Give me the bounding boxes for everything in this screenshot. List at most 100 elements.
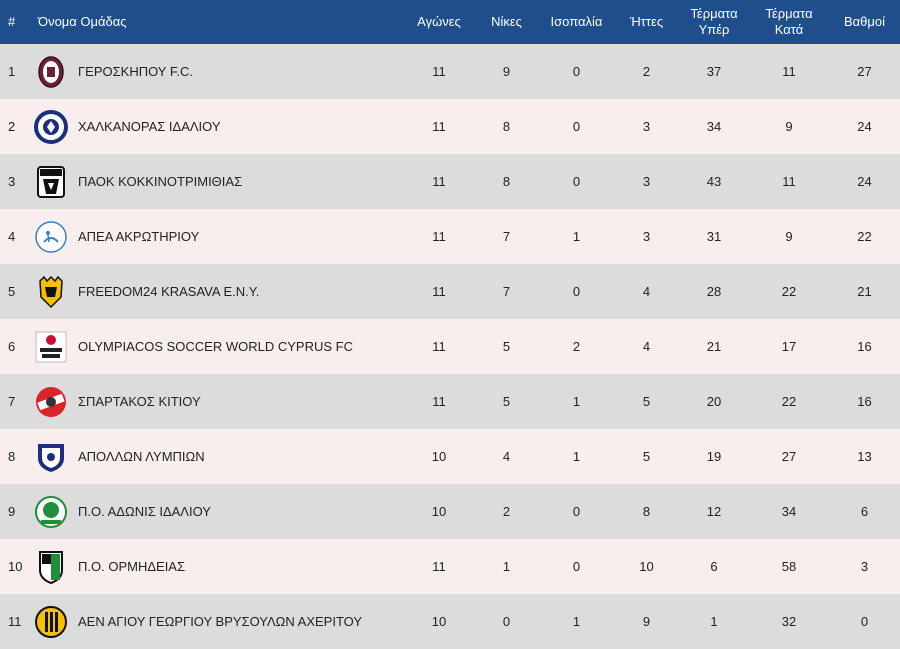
row-points: 6: [860, 504, 869, 519]
team-name-link[interactable]: FREEDOM24 KRASAVA E.N.Y.: [78, 284, 260, 299]
header-goals-against[interactable]: Τέρματα Κατά: [749, 0, 829, 44]
header-team-name[interactable]: Όνομα Ομάδας: [38, 14, 127, 29]
row-wins: 8: [502, 174, 511, 189]
apea-flamingo-crest-icon: [34, 220, 68, 254]
team-name-link[interactable]: ΓΕΡΟΣΚΗΠΟΥ F.C.: [78, 64, 193, 79]
row-points: 0: [860, 614, 869, 629]
team-name-link[interactable]: ΠΑΟΚ ΚΟΚΚΙΝΟΤΡΙΜΙΘΙΑΣ: [78, 174, 243, 189]
row-team: OLYMPIACOS SOCCER WORLD CYPRUS FC: [30, 319, 404, 374]
row-goals-for: 6: [710, 559, 718, 574]
row-goals-against: 17: [781, 339, 797, 354]
row-goals-for: 12: [706, 504, 722, 519]
team-name-link[interactable]: ΣΠΑΡΤΑΚΟΣ ΚΙΤΙΟΥ: [78, 394, 201, 409]
team-name-link[interactable]: ΑΕΝ ΑΓΙΟΥ ΓΕΩΡΓΙΟΥ ΒΡΥΣΟΥΛΩΝ ΑΧΕΡΙΤΟΥ: [78, 614, 363, 629]
row-position: 7: [8, 394, 16, 409]
row-goals-for: 20: [706, 394, 722, 409]
row-points: 16: [857, 339, 872, 354]
row-losses: 5: [642, 449, 651, 464]
row-draws: 0: [572, 174, 581, 189]
row-losses: 3: [642, 119, 651, 134]
row-losses: 9: [642, 614, 651, 629]
row-points: 16: [857, 394, 872, 409]
row-played: 11: [432, 119, 446, 134]
header-draws[interactable]: Ισοπαλία: [550, 14, 603, 29]
table-row: 6 OLYMPIACOS SOCCER WORLD CYPRUS FC 11 5…: [0, 319, 900, 374]
row-position: 11: [8, 614, 22, 629]
row-team: ΠΑΟΚ ΚΟΚΚΙΝΟΤΡΙΜΙΘΙΑΣ: [30, 154, 404, 209]
table-row: 1 ΓΕΡΟΣΚΗΠΟΥ F.C. 11 9 0 2 37 11 27: [0, 44, 900, 99]
team-name-link[interactable]: OLYMPIACOS SOCCER WORLD CYPRUS FC: [78, 339, 353, 354]
header-wins[interactable]: Νίκες: [491, 14, 522, 29]
team-name-link[interactable]: Π.Ο. ΑΔΩΝΙΣ ΙΔΑΛΙΟΥ: [78, 504, 211, 519]
row-team: FREEDOM24 KRASAVA E.N.Y.: [30, 264, 404, 319]
row-goals-against: 11: [782, 64, 796, 79]
team-cell: ΑΠΕΑ ΑΚΡΩΤΗΡΙΟΥ: [30, 220, 404, 254]
row-played: 11: [432, 394, 446, 409]
row-draws: 2: [572, 339, 581, 354]
table-row: 7 ΣΠΑΡΤΑΚΟΣ ΚΙΤΙΟΥ 11 5 1 5 20 22 16: [0, 374, 900, 429]
team-name-link[interactable]: ΑΠΟΛΛΩΝ ΛΥΜΠΙΩΝ: [78, 449, 205, 464]
row-goals-for: 43: [706, 174, 722, 189]
row-team: ΣΠΑΡΤΑΚΟΣ ΚΙΤΙΟΥ: [30, 374, 404, 429]
paok-crest-icon: [34, 165, 68, 199]
row-played: 11: [432, 64, 446, 79]
row-played: 11: [432, 229, 446, 244]
team-name-link[interactable]: Π.Ο. ΟΡΜΗΔΕΙΑΣ: [78, 559, 186, 574]
header-losses[interactable]: Ήττες: [629, 14, 664, 29]
table-row: 9 Π.Ο. ΑΔΩΝΙΣ ΙΔΑΛΙΟΥ 10 2 0 8 12 34 6: [0, 484, 900, 539]
row-team: ΓΕΡΟΣΚΗΠΟΥ F.C.: [30, 44, 404, 99]
apollon-lymbion-crest-icon: [34, 440, 68, 474]
table-row: 4 ΑΠΕΑ ΑΚΡΩΤΗΡΙΟΥ 11 7 1 3 31 9 22: [0, 209, 900, 264]
header-played[interactable]: Αγώνες: [417, 14, 461, 29]
team-name-link[interactable]: ΑΠΕΑ ΑΚΡΩΤΗΡΙΟΥ: [78, 229, 200, 244]
row-position: 2: [8, 119, 16, 134]
team-cell: ΑΠΟΛΛΩΝ ΛΥΜΠΙΩΝ: [30, 440, 404, 474]
row-losses: 2: [642, 64, 651, 79]
row-goals-against: 27: [781, 449, 797, 464]
row-team: Π.Ο. ΟΡΜΗΔΕΙΑΣ: [30, 539, 404, 594]
row-wins: 9: [502, 64, 511, 79]
header-points[interactable]: Βαθμοί: [843, 14, 886, 29]
table-row: 2 ΧΑΛΚΑΝΟΡΑΣ ΙΔΑΛΙΟΥ 11 8 0 3 34 9 24: [0, 99, 900, 154]
table-row: 11 ΑΕΝ ΑΓΙΟΥ ΓΕΩΡΓΙΟΥ ΒΡΥΣΟΥΛΩΝ ΑΧΕΡΙΤΟΥ…: [0, 594, 900, 649]
row-wins: 7: [502, 284, 511, 299]
row-goals-for: 1: [710, 614, 718, 629]
row-points: 24: [857, 174, 872, 189]
row-goals-against: 9: [785, 119, 793, 134]
row-goals-against: 22: [781, 394, 797, 409]
header-position[interactable]: #: [8, 14, 16, 29]
row-wins: 7: [502, 229, 511, 244]
team-cell: OLYMPIACOS SOCCER WORLD CYPRUS FC: [30, 330, 404, 364]
row-team: ΑΕΝ ΑΓΙΟΥ ΓΕΩΡΓΙΟΥ ΒΡΥΣΟΥΛΩΝ ΑΧΕΡΙΤΟΥ: [30, 594, 404, 649]
team-cell: Π.Ο. ΟΡΜΗΔΕΙΑΣ: [30, 550, 404, 584]
row-draws: 0: [572, 504, 581, 519]
row-goals-against: 22: [781, 284, 797, 299]
row-points: 13: [857, 449, 872, 464]
row-position: 8: [8, 449, 16, 464]
row-points: 24: [857, 119, 872, 134]
row-draws: 1: [572, 229, 581, 244]
header-goals-against-line1: Τέρματα: [765, 6, 813, 21]
row-team: ΧΑΛΚΑΝΟΡΑΣ ΙΔΑΛΙΟΥ: [30, 99, 404, 154]
row-wins: 5: [502, 339, 511, 354]
header-goals-for[interactable]: Τέρματα Υπέρ: [679, 0, 749, 44]
row-draws: 0: [572, 284, 581, 299]
row-played: 11: [432, 559, 446, 574]
row-goals-for: 37: [706, 64, 722, 79]
table-row: 3 ΠΑΟΚ ΚΟΚΚΙΝΟΤΡΙΜΙΘΙΑΣ 11 8 0 3 43 11 2…: [0, 154, 900, 209]
geroskipou-crest-icon: [34, 55, 68, 89]
row-position: 3: [8, 174, 16, 189]
chalkanoras-crest-icon: [34, 109, 68, 144]
row-points: 22: [857, 229, 872, 244]
row-draws: 1: [572, 394, 581, 409]
row-losses: 8: [642, 504, 651, 519]
row-draws: 0: [572, 559, 581, 574]
team-cell: FREEDOM24 KRASAVA E.N.Y.: [30, 275, 404, 309]
header-goals-for-line2: Υπέρ: [698, 22, 730, 37]
row-position: 9: [8, 504, 16, 519]
row-losses: 4: [642, 339, 651, 354]
team-name-link[interactable]: ΧΑΛΚΑΝΟΡΑΣ ΙΔΑΛΙΟΥ: [78, 119, 221, 134]
row-losses: 4: [642, 284, 651, 299]
row-points: 27: [857, 64, 872, 79]
row-team: Π.Ο. ΑΔΩΝΙΣ ΙΔΑΛΙΟΥ: [30, 484, 404, 539]
